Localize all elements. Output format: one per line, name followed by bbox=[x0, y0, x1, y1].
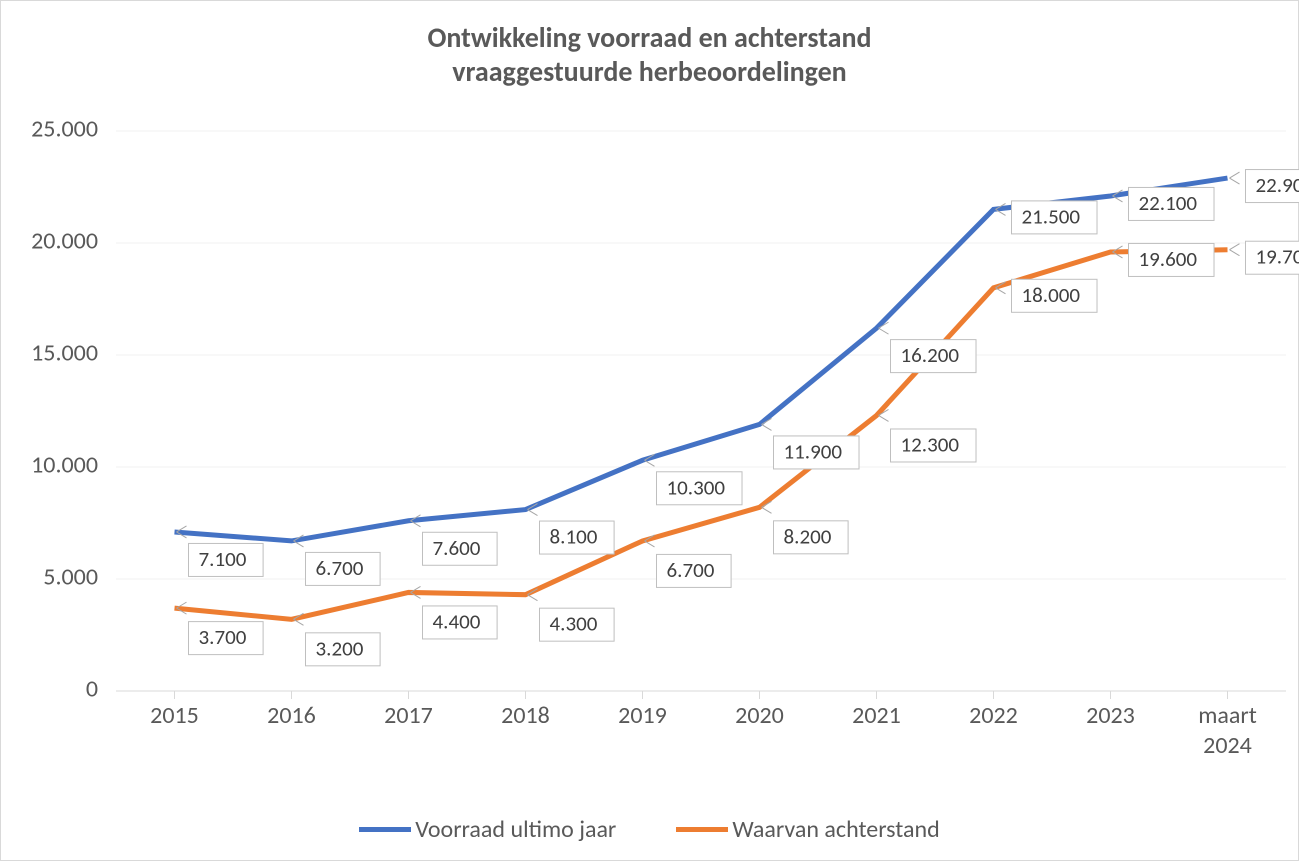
svg-text:18.000: 18.000 bbox=[1022, 282, 1081, 308]
legend-item-achterstand: Waarvan achterstand bbox=[676, 815, 939, 844]
legend-item-voorraad: Voorraad ultimo jaar bbox=[359, 815, 616, 844]
legend-swatch-voorraad bbox=[359, 827, 411, 832]
svg-text:22.100: 22.100 bbox=[1139, 190, 1198, 216]
svg-text:22.900: 22.900 bbox=[1256, 172, 1299, 198]
svg-text:25.000: 25.000 bbox=[31, 115, 98, 144]
svg-text:20.000: 20.000 bbox=[31, 227, 98, 256]
svg-text:12.300: 12.300 bbox=[901, 431, 960, 457]
legend-label-voorraad: Voorraad ultimo jaar bbox=[415, 815, 616, 844]
svg-text:15.000: 15.000 bbox=[31, 339, 98, 368]
svg-text:2016: 2016 bbox=[267, 701, 316, 730]
plot-area: 0 5.000 10.000 15.000 20.000 25.000 2015 2016 20… bbox=[1, 1, 1299, 862]
svg-text:3.700: 3.700 bbox=[199, 624, 247, 650]
svg-text:7.600: 7.600 bbox=[433, 535, 481, 561]
svg-text:2022: 2022 bbox=[969, 701, 1018, 730]
svg-text:3.200: 3.200 bbox=[316, 635, 364, 661]
svg-text:10.300: 10.300 bbox=[667, 474, 726, 500]
svg-text:4.400: 4.400 bbox=[433, 608, 481, 634]
svg-text:0: 0 bbox=[86, 675, 98, 704]
svg-text:2017: 2017 bbox=[384, 701, 433, 730]
svg-text:8.200: 8.200 bbox=[784, 523, 832, 549]
svg-text:4.300: 4.300 bbox=[550, 611, 598, 637]
svg-text:2024: 2024 bbox=[1203, 731, 1252, 760]
svg-text:2020: 2020 bbox=[735, 701, 784, 730]
svg-text:11.900: 11.900 bbox=[784, 438, 843, 464]
svg-text:2023: 2023 bbox=[1086, 701, 1135, 730]
svg-text:2015: 2015 bbox=[150, 701, 199, 730]
svg-text:6.700: 6.700 bbox=[316, 555, 364, 581]
svg-text:6.700: 6.700 bbox=[667, 557, 715, 583]
legend-label-achterstand: Waarvan achterstand bbox=[732, 815, 939, 844]
svg-text:21.500: 21.500 bbox=[1022, 203, 1081, 229]
svg-text:2019: 2019 bbox=[618, 701, 667, 730]
chart-container: Ontwikkeling voorraad en achterstand vra… bbox=[0, 0, 1299, 861]
svg-text:2021: 2021 bbox=[852, 701, 901, 730]
legend-swatch-achterstand bbox=[676, 827, 728, 832]
svg-text:10.000: 10.000 bbox=[31, 451, 98, 480]
svg-text:5.000: 5.000 bbox=[43, 563, 98, 592]
svg-text:19.600: 19.600 bbox=[1139, 246, 1198, 272]
legend: Voorraad ultimo jaar Waarvan achterstand bbox=[1, 815, 1298, 844]
svg-text:7.100: 7.100 bbox=[199, 546, 247, 572]
svg-text:maart: maart bbox=[1198, 701, 1257, 730]
svg-text:16.200: 16.200 bbox=[901, 342, 960, 368]
svg-text:2018: 2018 bbox=[501, 701, 550, 730]
svg-text:8.100: 8.100 bbox=[550, 524, 598, 550]
svg-text:19.700: 19.700 bbox=[1256, 244, 1299, 270]
